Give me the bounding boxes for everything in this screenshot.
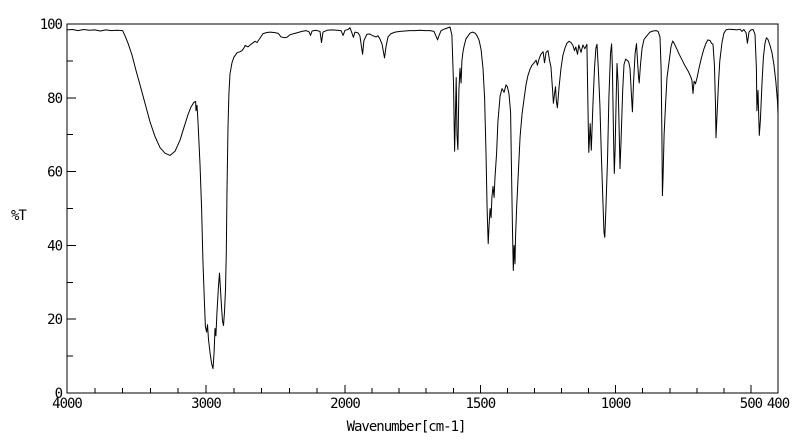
y-axis-label: %T (11, 208, 27, 224)
x-axis-ticks (66, 385, 779, 393)
plot-border (66, 23, 779, 394)
x-tick-label-400: 400 (767, 396, 790, 412)
y-tick-label-60: 60 (47, 165, 62, 181)
y-tick-label-100: 100 (40, 17, 63, 33)
y-axis-tick-labels: 100 80 60 40 20 0 (40, 17, 64, 402)
x-axis-label: Wavenumber[cm-1] (346, 419, 467, 435)
y-tick-label-40: 40 (47, 238, 62, 254)
x-tick-label-3000: 3000 (191, 396, 221, 412)
y-axis-ticks (67, 23, 76, 394)
x-tick-label-1000: 1000 (601, 396, 631, 412)
x-axis-tick-labels: 4000 3000 2000 1500 1000 500 400 (52, 396, 791, 412)
x-tick-label-4000: 4000 (52, 396, 82, 412)
x-tick-label-500: 500 (740, 396, 763, 412)
y-tick-label-80: 80 (47, 91, 62, 107)
x-tick-label-1500: 1500 (465, 396, 495, 412)
y-tick-label-20: 20 (47, 312, 62, 328)
x-tick-label-2000: 2000 (330, 396, 360, 412)
y-tick-label-0: 0 (55, 386, 63, 402)
spectrum-curve (66, 26, 779, 370)
